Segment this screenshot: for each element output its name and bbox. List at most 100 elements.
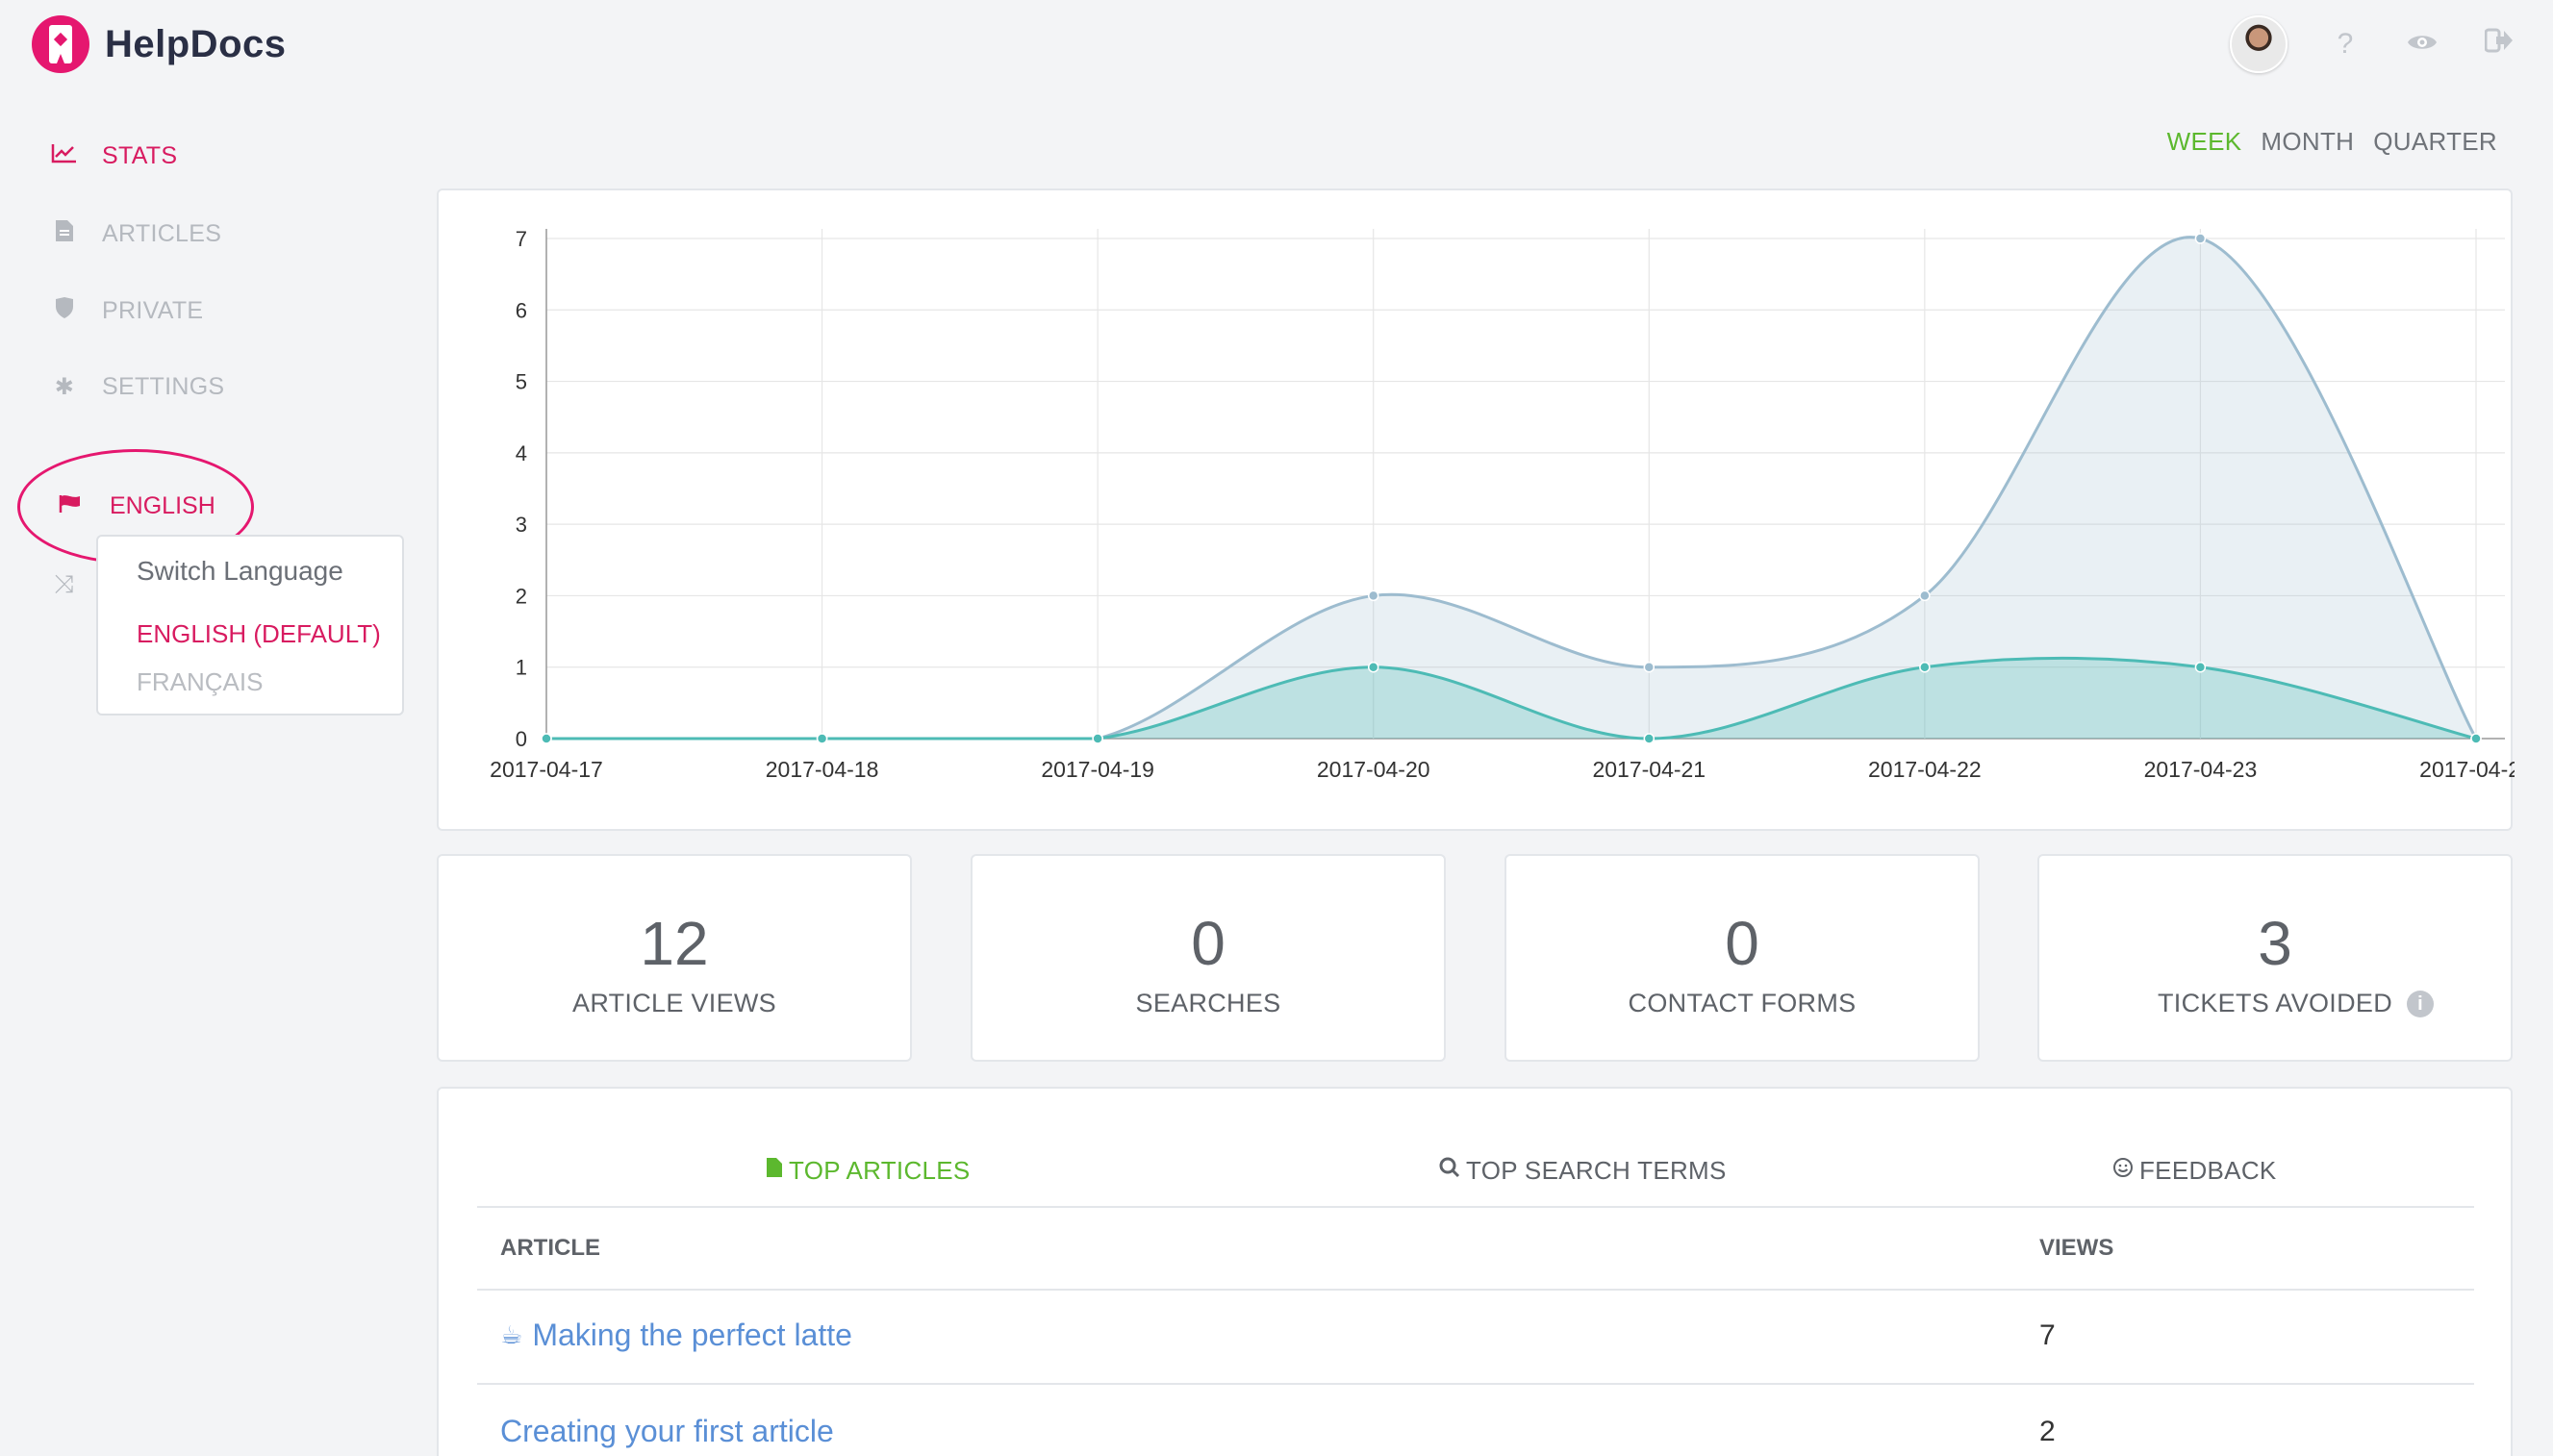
shield-icon [50, 296, 79, 326]
smile-icon [2112, 1157, 2134, 1185]
stat-label: TICKETS AVOIDED i [2039, 989, 2511, 1018]
series-area-0 [546, 237, 2476, 739]
header-actions: ? [2230, 15, 2518, 73]
sidebar-item-articles[interactable]: ARTICLES [50, 219, 221, 249]
series-point-1 [816, 733, 828, 744]
file-icon [766, 1157, 783, 1185]
x-tick-label: 2017-04-20 [1317, 757, 1430, 782]
file-icon [50, 219, 79, 249]
series-point-1 [2470, 733, 2482, 744]
column-header-article[interactable]: ARTICLE [500, 1235, 600, 1261]
series-line-1 [546, 656, 2477, 741]
top-content-card: TOP ARTICLES TOP SEARCH TERMS FEEDBACK A… [437, 1087, 2513, 1456]
gear-icon: ✱ [54, 374, 75, 400]
table-row-views: 2 [2039, 1416, 2056, 1447]
language-option-french[interactable]: FRANÇAIS [137, 667, 264, 696]
stat-label: SEARCHES [1135, 989, 1281, 1017]
series-point-1 [1092, 733, 1103, 744]
search-icon [1439, 1157, 1460, 1185]
row-divider [477, 1289, 2474, 1291]
dropdown-heading: Switch Language [137, 556, 343, 586]
chart-line-icon [50, 142, 79, 170]
stat-label: ARTICLE VIEWS [572, 989, 776, 1017]
tab-bar: TOP ARTICLES TOP SEARCH TERMS FEEDBACK [477, 1089, 2474, 1208]
app-logo[interactable]: HelpDocs [32, 15, 287, 73]
logout-icon[interactable] [2480, 28, 2518, 61]
series-point-1 [1919, 661, 1931, 673]
column-header-views[interactable]: VIEWS [2039, 1235, 2114, 1261]
stats-chart: 0 1 2 3 4 5 6 7 2017-04-17 2017-04-18 2017-04-19 20… [490, 227, 2515, 782]
stat-card-tickets-avoided: 3 TICKETS AVOIDED i [2037, 854, 2513, 1062]
series-point-1 [541, 733, 552, 744]
sidebar-item-label: PRIVATE [102, 297, 204, 324]
period-month[interactable]: MONTH [2261, 127, 2355, 156]
avatar[interactable] [2230, 15, 2288, 73]
stat-value: 12 [640, 909, 709, 978]
x-tick-label: 2017-04-21 [1592, 757, 1706, 782]
series-point-1 [2194, 661, 2207, 673]
y-tick-label: 0 [516, 727, 527, 751]
x-tick-label: 2017-04-18 [766, 757, 879, 782]
y-tick-label: 7 [516, 227, 527, 251]
eye-icon[interactable] [2403, 28, 2441, 61]
tab-top-articles[interactable]: TOP ARTICLES [766, 1156, 971, 1186]
x-tick-label: 2017-04-23 [2144, 757, 2258, 782]
x-tick-label: 2017-04-24 [2419, 757, 2515, 782]
help-icon[interactable]: ? [2337, 28, 2354, 60]
table-row-article-link[interactable]: Creating your first article [500, 1414, 834, 1449]
series-point-0 [1643, 661, 1656, 673]
coffee-icon: ☕ [500, 1320, 523, 1349]
x-tick-label: 2017-04-19 [1041, 757, 1154, 782]
series-point-0 [1367, 590, 1379, 602]
tab-label: TOP ARTICLES [789, 1156, 971, 1185]
stat-value: 0 [1191, 909, 1226, 978]
language-option-english[interactable]: ENGLISH (DEFAULT) [137, 619, 381, 648]
series-point-1 [1367, 661, 1379, 673]
sidebar-item-settings[interactable]: ✱ SETTINGS [50, 373, 224, 401]
series-point-0 [1919, 590, 1931, 602]
flag-icon [56, 494, 85, 519]
stat-label-text: TICKETS AVOIDED [2157, 989, 2393, 1017]
language-selector[interactable]: ENGLISH [56, 492, 215, 520]
table-row-article-link[interactable]: ☕ Making the perfect latte [500, 1318, 852, 1353]
stat-card-article-views: 12 ARTICLE VIEWS [437, 854, 912, 1062]
stat-card-searches: 0 SEARCHES [971, 854, 1446, 1062]
series-point-1 [1643, 733, 1656, 744]
period-selector: WEEK MONTH QUARTER [2167, 127, 2497, 157]
stat-card-contact-forms: 0 CONTACT FORMS [1504, 854, 1980, 1062]
x-tick-label: 2017-04-17 [490, 757, 603, 782]
sidebar-item-label: ARTICLES [102, 220, 222, 247]
y-tick-label: 6 [516, 298, 527, 322]
stat-label: CONTACT FORMS [1628, 989, 1857, 1017]
y-tick-label: 3 [516, 513, 527, 537]
period-week[interactable]: WEEK [2166, 127, 2242, 156]
sidebar-item-label: SETTINGS [102, 373, 225, 400]
tab-top-search-terms[interactable]: TOP SEARCH TERMS [1439, 1156, 1727, 1186]
y-tick-label: 1 [516, 656, 527, 680]
language-label: ENGLISH [110, 492, 215, 519]
article-title: Making the perfect latte [532, 1318, 852, 1352]
info-icon[interactable]: i [2407, 991, 2434, 1017]
period-quarter[interactable]: QUARTER [2373, 127, 2497, 156]
stat-value: 0 [1725, 909, 1759, 978]
app-name: HelpDocs [105, 22, 287, 65]
stats-chart-card: 0 1 2 3 4 5 6 7 2017-04-17 2017-04-18 2017-04-19 20… [437, 188, 2515, 831]
tab-label: FEEDBACK [2139, 1156, 2277, 1185]
tab-label: TOP SEARCH TERMS [1466, 1156, 1727, 1185]
y-tick-label: 4 [516, 441, 527, 465]
series-point-0 [2194, 233, 2207, 244]
x-tick-label: 2017-04-22 [1868, 757, 1982, 782]
y-tick-label: 2 [516, 584, 527, 608]
sidebar-item-stats[interactable]: STATS [50, 142, 177, 170]
y-tick-label: 5 [516, 370, 527, 394]
sidebar-item-label: STATS [102, 142, 178, 169]
series-area-1 [546, 658, 2476, 739]
tab-feedback[interactable]: FEEDBACK [2112, 1156, 2277, 1186]
table-row-views: 7 [2039, 1319, 2056, 1351]
stat-value: 3 [2258, 909, 2292, 978]
helpdocs-logo-icon [32, 15, 89, 73]
sidebar-item-private[interactable]: PRIVATE [50, 296, 203, 326]
language-dropdown: Switch Language ENGLISH (DEFAULT) FRANÇA… [96, 535, 404, 715]
shuffle-icon[interactable]: ⤨ [54, 569, 74, 598]
article-title: Creating your first article [500, 1414, 834, 1448]
